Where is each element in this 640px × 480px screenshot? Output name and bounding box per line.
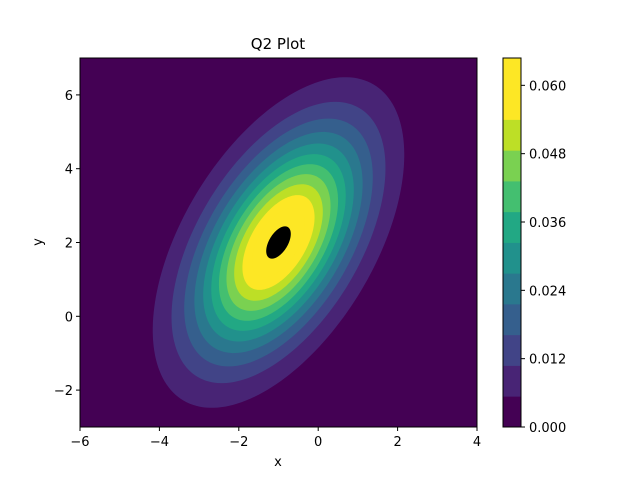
y-tick-label: 2 [65,237,73,252]
y-tick-label: 0 [65,310,73,325]
colorbar-segment [503,58,521,90]
colorbar-tick-label: 0.048 [529,148,566,163]
y-tick-label: 4 [65,163,73,178]
x-tick-label: 0 [314,435,322,450]
colorbar-segment [503,273,521,305]
colorbar-segment [503,334,521,366]
x-axis: −6 −4 −2 0 2 4 [70,427,481,450]
colorbar-segment [503,242,521,274]
x-tick-label: 2 [393,435,401,450]
x-tick-label: 4 [473,435,481,450]
colorbar: 0.000 0.012 0.024 0.036 0.048 0.060 [502,57,566,436]
colorbar-tick-label: 0.000 [529,421,566,436]
x-tick-label: −4 [150,435,169,450]
x-axis-label: x [274,455,282,470]
contour-level-12 [266,226,291,259]
colorbar-segment [503,396,521,428]
colorbar-segment [503,150,521,182]
chart-title: Q2 Plot [251,35,306,53]
y-axis: −2 0 2 4 6 [54,89,80,399]
colorbar-segment [503,211,521,243]
colorbar-tick-label: 0.036 [529,216,566,231]
contour-fills [152,77,405,408]
x-tick-label: −6 [70,435,89,450]
colorbar-segment [503,304,521,336]
colorbar-segment [503,119,521,151]
y-axis-label: y [31,238,46,246]
colorbar-segment [503,181,521,213]
y-tick-label: −2 [54,384,73,399]
x-tick-label: −2 [229,435,248,450]
colorbar-tick-label: 0.060 [529,79,566,94]
y-tick-label: 6 [65,89,73,104]
colorbar-tick-label: 0.024 [529,284,566,299]
colorbar-segment [503,88,521,120]
colorbar-frame [502,57,522,428]
colorbar-segment [503,365,521,397]
colorbar-tick-label: 0.012 [529,353,566,368]
